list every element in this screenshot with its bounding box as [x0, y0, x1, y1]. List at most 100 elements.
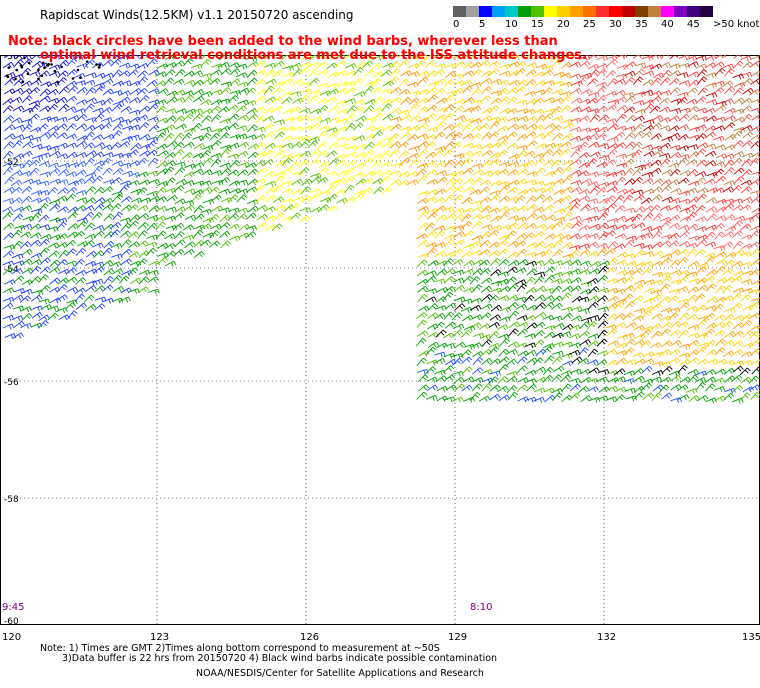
- wind-barb: [515, 216, 527, 223]
- wind-barb: [499, 63, 511, 70]
- wind-barb: [445, 302, 457, 310]
- wind-barb: [669, 249, 681, 256]
- wind-barb: [2, 61, 15, 69]
- wind-barb: [516, 144, 528, 151]
- legend-swatch: [635, 6, 648, 17]
- wind-barb: [191, 63, 203, 70]
- wind-barb: [102, 284, 114, 292]
- wind-barb: [578, 243, 590, 250]
- wind-barb: [722, 285, 733, 294]
- wind-barb: [641, 131, 653, 139]
- wind-barb: [632, 189, 644, 196]
- wind-barb: [705, 383, 716, 392]
- wind-barb: [588, 314, 600, 321]
- wind-barb: [649, 105, 661, 114]
- wind-barb: [128, 231, 140, 239]
- wind-barb: [641, 310, 652, 319]
- contamination-dot: [41, 61, 45, 65]
- wind-barb: [47, 88, 59, 96]
- legend-swatch: [674, 6, 687, 17]
- wind-barb: [75, 169, 87, 177]
- wind-barb: [577, 170, 590, 177]
- wind-barb: [659, 89, 672, 96]
- wind-barb: [678, 269, 690, 277]
- wind-barb: [633, 391, 645, 400]
- wind-barb: [236, 194, 248, 203]
- wind-barb: [443, 234, 455, 241]
- wind-barb: [515, 61, 527, 69]
- wind-barb: [570, 149, 582, 158]
- wind-barb: [10, 179, 23, 187]
- wind-barb: [83, 211, 95, 220]
- wind-barb: [533, 231, 546, 239]
- wind-barb: [570, 97, 583, 104]
- wind-barb: [587, 278, 599, 285]
- wind-barb: [460, 329, 472, 338]
- wind-barb: [454, 303, 466, 311]
- wind-barb: [544, 224, 556, 231]
- wind-barb: [739, 367, 751, 376]
- wind-barb: [445, 63, 458, 70]
- wind-barb: [469, 189, 482, 196]
- wind-barb: [552, 341, 564, 348]
- wind-barb: [56, 259, 68, 267]
- wind-barb: [308, 136, 321, 143]
- wind-barb: [66, 69, 78, 77]
- wind-barb: [508, 310, 519, 319]
- wind-barb: [328, 116, 341, 123]
- wind-barb: [660, 257, 672, 265]
- wind-barb: [390, 107, 402, 115]
- wind-barb: [523, 150, 536, 157]
- wind-barb: [237, 53, 250, 60]
- lat-label: -60: [4, 617, 19, 625]
- wind-barb: [309, 193, 321, 202]
- wind-barb: [488, 346, 500, 355]
- wind-barb: [586, 198, 599, 205]
- wind-barb: [488, 342, 500, 349]
- wind-barb: [344, 184, 355, 193]
- wind-barb: [704, 376, 716, 384]
- wind-barb: [426, 178, 438, 185]
- wind-barb: [417, 240, 429, 248]
- wind-barb: [488, 330, 500, 339]
- wind-barb: [452, 248, 464, 257]
- wind-barb: [237, 141, 249, 148]
- wind-barb: [499, 338, 511, 347]
- wind-barb: [416, 391, 428, 400]
- wind-barb: [49, 259, 61, 268]
- wind-barb: [416, 133, 429, 140]
- wind-barb: [478, 259, 491, 267]
- wind-barb: [559, 91, 572, 98]
- wind-barb: [472, 367, 484, 375]
- wind-barb: [372, 141, 384, 149]
- wind-barb: [542, 149, 554, 158]
- wind-barb: [58, 86, 70, 95]
- wind-barb: [587, 295, 600, 302]
- wind-barb: [111, 268, 124, 275]
- wind-barb: [714, 338, 726, 347]
- wind-barb: [634, 234, 647, 241]
- wind-barb: [128, 220, 139, 229]
- wind-barb: [714, 144, 726, 151]
- wind-barb: [632, 167, 644, 177]
- wind-barb: [193, 251, 205, 259]
- wind-barb: [751, 55, 760, 61]
- wind-barb: [704, 143, 717, 150]
- wind-barb: [28, 113, 40, 122]
- wind-barb: [534, 276, 545, 285]
- wind-barb: [624, 95, 636, 104]
- wind-barb: [434, 205, 447, 213]
- wind-barb: [659, 158, 671, 167]
- wind-barb: [587, 377, 599, 384]
- wind-barb: [49, 178, 62, 185]
- wind-barb: [634, 62, 647, 69]
- wind-barb: [516, 248, 528, 257]
- wind-barb: [660, 240, 672, 248]
- wind-barb: [316, 69, 329, 76]
- wind-barb: [732, 287, 745, 294]
- wind-barb: [597, 329, 608, 339]
- wind-barb: [615, 153, 628, 160]
- wind-barb: [436, 176, 448, 185]
- wind-barb: [310, 149, 322, 158]
- legend-label: 30: [609, 19, 622, 30]
